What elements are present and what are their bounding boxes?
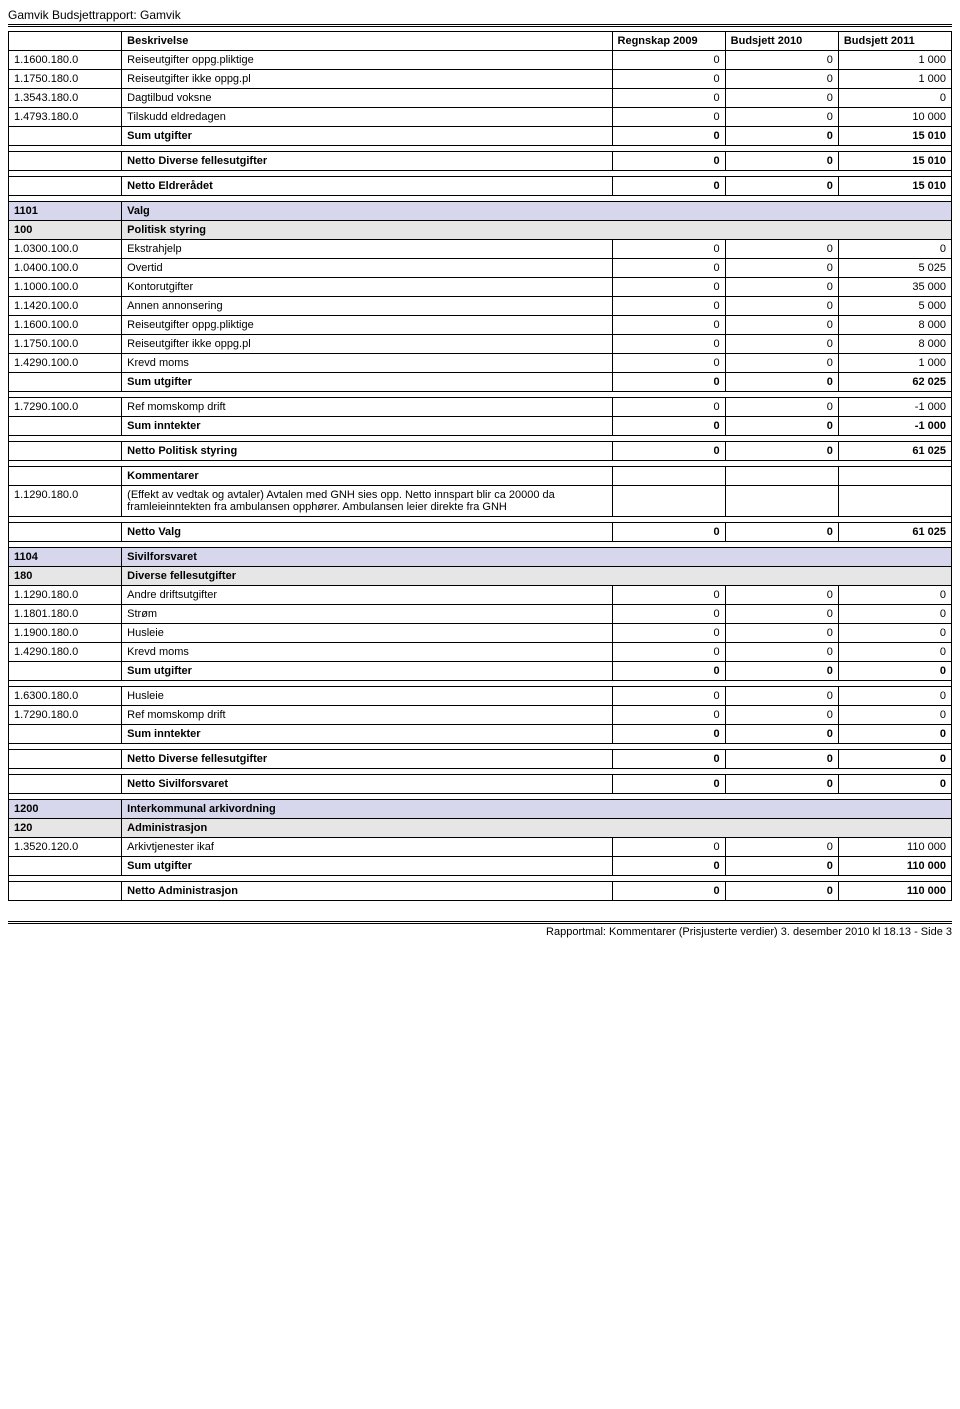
budget-table: Beskrivelse Regnskap 2009 Budsjett 2010 … <box>8 31 952 901</box>
netto-row: Netto Diverse fellesutgifter0015 010 <box>9 152 952 171</box>
table-row: 1.1600.100.0Reiseutgifter oppg.pliktige0… <box>9 316 952 335</box>
sum-row: Sum utgifter00110 000 <box>9 857 952 876</box>
kommentar-row: 1.1290.180.0(Effekt av vedtak og avtaler… <box>9 486 952 517</box>
table-row: 1.0300.100.0Ekstrahjelp000 <box>9 240 952 259</box>
netto-row: Netto Sivilforsvaret000 <box>9 775 952 794</box>
netto-row: Netto Diverse fellesutgifter000 <box>9 750 952 769</box>
header-row: Beskrivelse Regnskap 2009 Budsjett 2010 … <box>9 32 952 51</box>
hdr-beskrivelse: Beskrivelse <box>122 32 612 51</box>
sum-row: Sum inntekter000 <box>9 725 952 744</box>
table-row: 1.1600.180.0Reiseutgifter oppg.pliktige0… <box>9 51 952 70</box>
kommentar-header-row: Kommentarer <box>9 467 952 486</box>
sum-row: Sum utgifter0062 025 <box>9 373 952 392</box>
table-row: 1.1750.100.0Reiseutgifter ikke oppg.pl00… <box>9 335 952 354</box>
page-title: Gamvik Budsjettrapport: Gamvik <box>8 8 952 22</box>
netto-row: Netto Politisk styring0061 025 <box>9 442 952 461</box>
top-divider <box>8 24 952 27</box>
table-row: 1.4290.180.0Krevd moms000 <box>9 643 952 662</box>
table-row: 1.6300.180.0Husleie000 <box>9 687 952 706</box>
netto-row: Netto Administrasjon00110 000 <box>9 882 952 901</box>
section-header: 1104Sivilforsvaret <box>9 548 952 567</box>
hdr-regnskap: Regnskap 2009 <box>612 32 725 51</box>
table-row: 1.1420.100.0Annen annonsering005 000 <box>9 297 952 316</box>
sub-header: 100Politisk styring <box>9 221 952 240</box>
netto-row: Netto Valg0061 025 <box>9 523 952 542</box>
section-header: 1101Valg <box>9 202 952 221</box>
section-header: 1200Interkommunal arkivordning <box>9 800 952 819</box>
table-row: 1.1900.180.0Husleie000 <box>9 624 952 643</box>
sub-header: 120Administrasjon <box>9 819 952 838</box>
table-row: 1.1000.100.0Kontorutgifter0035 000 <box>9 278 952 297</box>
netto-row: Netto Eldrerådet0015 010 <box>9 177 952 196</box>
table-row: 1.1801.180.0Strøm000 <box>9 605 952 624</box>
sum-row: Sum inntekter00-1 000 <box>9 417 952 436</box>
footer-divider <box>8 921 952 924</box>
footer-text: Rapportmal: Kommentarer (Prisjusterte ve… <box>8 926 952 938</box>
table-row: 1.4290.100.0Krevd moms001 000 <box>9 354 952 373</box>
hdr-budsjett-2011: Budsjett 2011 <box>838 32 951 51</box>
table-row: 1.3520.120.0Arkivtjenester ikaf00110 000 <box>9 838 952 857</box>
table-row: 1.7290.100.0Ref momskomp drift00-1 000 <box>9 398 952 417</box>
table-row: 1.0400.100.0Overtid005 025 <box>9 259 952 278</box>
table-row: 1.3543.180.0Dagtilbud voksne000 <box>9 89 952 108</box>
sub-header: 180Diverse fellesutgifter <box>9 567 952 586</box>
table-row: 1.1290.180.0Andre driftsutgifter000 <box>9 586 952 605</box>
table-row: 1.7290.180.0Ref momskomp drift000 <box>9 706 952 725</box>
table-row: 1.1750.180.0Reiseutgifter ikke oppg.pl00… <box>9 70 952 89</box>
table-row: 1.4793.180.0Tilskudd eldredagen0010 000 <box>9 108 952 127</box>
sum-row: Sum utgifter0015 010 <box>9 127 952 146</box>
hdr-budsjett-2010: Budsjett 2010 <box>725 32 838 51</box>
sum-row: Sum utgifter000 <box>9 662 952 681</box>
